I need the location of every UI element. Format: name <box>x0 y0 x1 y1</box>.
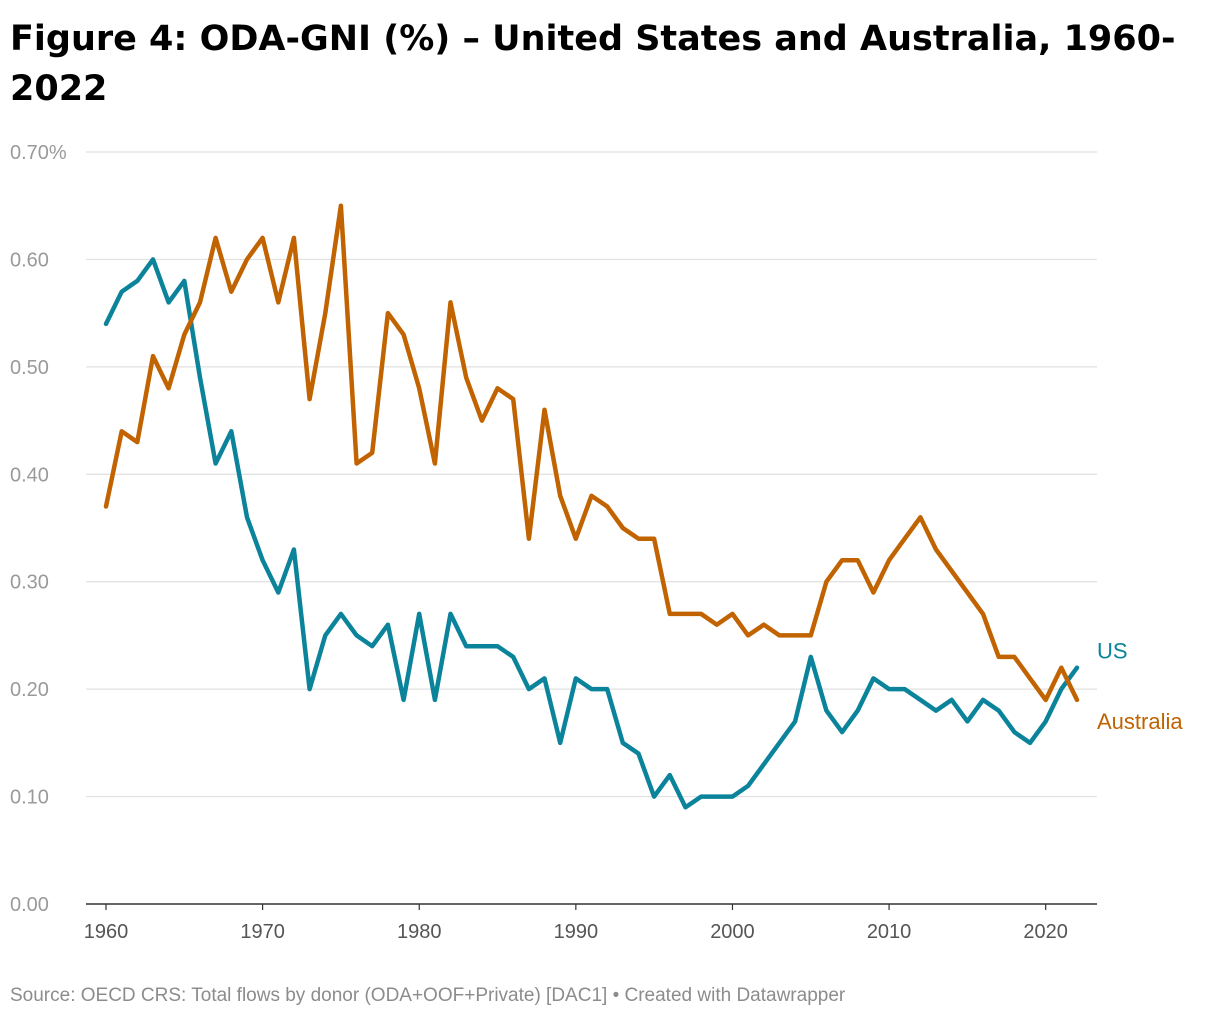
series-lines <box>103 203 1080 810</box>
x-tick-label: 2010 <box>867 921 912 943</box>
line-chart: 0.000.100.200.300.400.500.600.70% 1960 19… <box>10 142 1183 943</box>
y-tick-label: 0.60 <box>10 249 49 271</box>
gridlines <box>86 151 1097 798</box>
source-note: Source: OECD CRS: Total flows by donor (… <box>10 985 846 1006</box>
x-tick-label: 2000 <box>710 921 755 943</box>
x-tick-label: 1990 <box>554 921 599 943</box>
chart-title: Figure 4: ODA-GNI (%) – United States an… <box>10 19 1176 109</box>
x-tick-label: 1980 <box>397 921 442 943</box>
series-line-us <box>103 257 1080 810</box>
series-label-australia: Australia <box>1097 709 1183 734</box>
x-axis: 1960 1970 1980 1990 2000 2010 2020 <box>84 903 1097 943</box>
series-line-australia <box>103 203 1080 703</box>
y-tick-label: 0.10 <box>10 787 49 809</box>
y-tick-label: 0.50 <box>10 357 49 379</box>
y-axis-ticks: 0.00 0.10 0.20 0.30 0.40 0.50 0.60 0.70% <box>10 142 67 916</box>
y-tick-label: 0.30 <box>10 572 49 594</box>
y-tick-label: 0.00 <box>10 894 49 916</box>
y-tick-label: 0.70% <box>10 142 67 164</box>
series-labels: US Australia <box>1097 639 1183 734</box>
x-tick-label: 1970 <box>240 921 285 943</box>
series-label-us: US <box>1097 639 1128 664</box>
y-tick-label: 0.20 <box>10 679 49 701</box>
x-tick-label: 1960 <box>84 921 129 943</box>
x-tick-label: 2020 <box>1023 921 1068 943</box>
y-tick-label: 0.40 <box>10 464 49 486</box>
